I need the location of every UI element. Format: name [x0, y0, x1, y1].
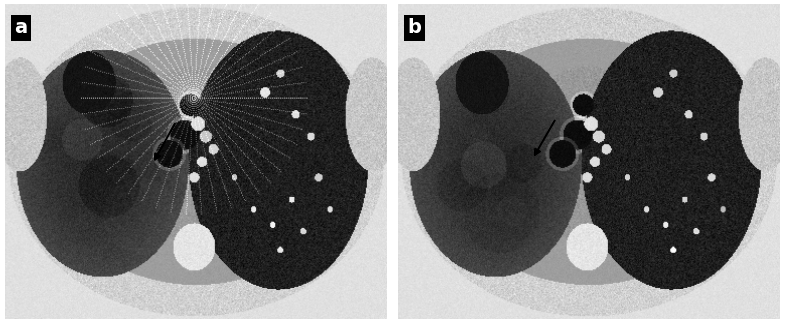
Text: a: a [14, 18, 27, 37]
Text: b: b [407, 18, 422, 37]
